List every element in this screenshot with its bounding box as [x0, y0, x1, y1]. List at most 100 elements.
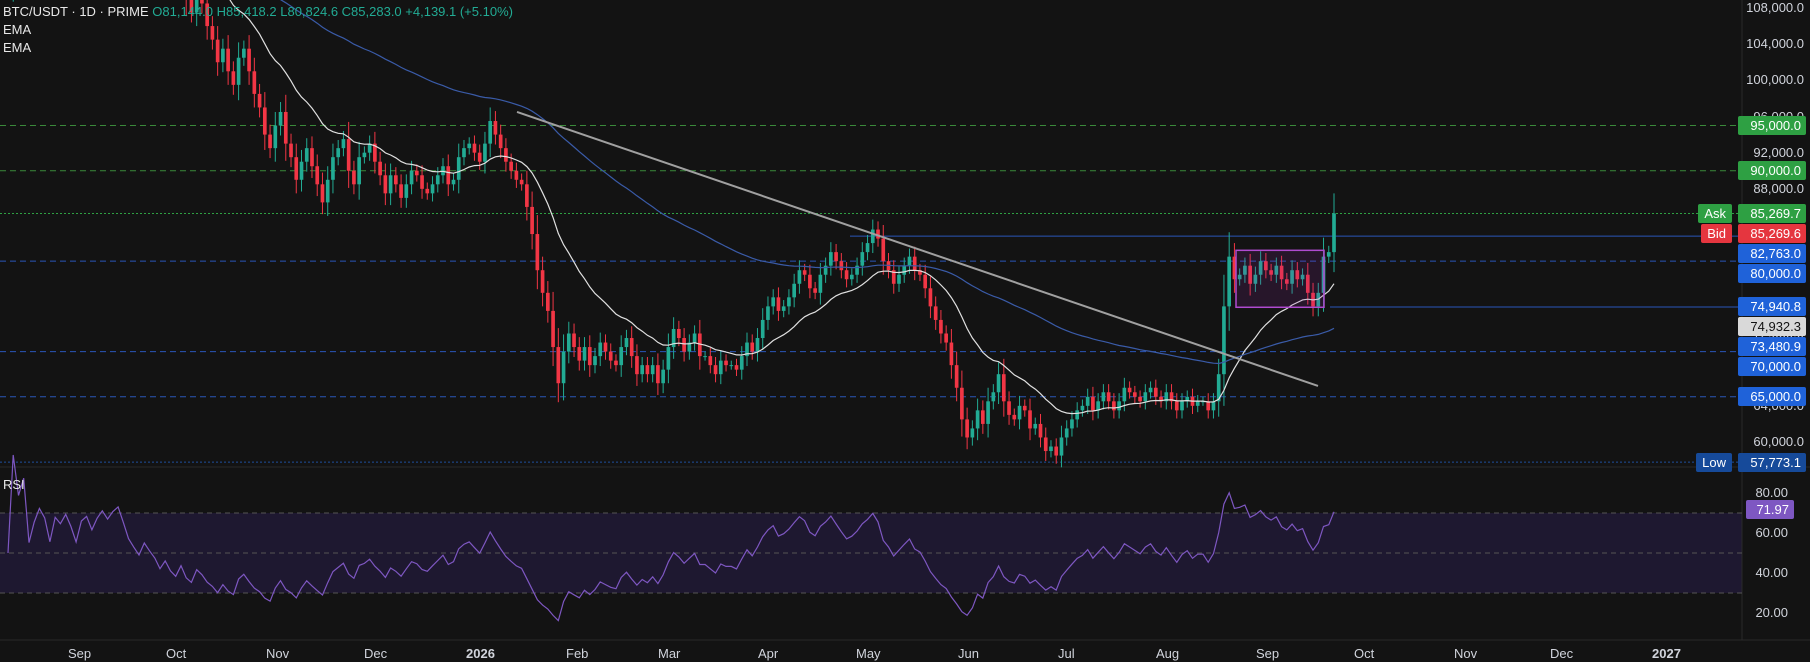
- candle-body: [787, 297, 791, 307]
- candle-body: [226, 48, 230, 72]
- candle-body: [414, 170, 419, 176]
- ask-tag: Ask: [1698, 204, 1732, 224]
- rsi-axis-label: 80.00: [1755, 485, 1788, 500]
- candle-body: [352, 170, 356, 185]
- candle-body: [923, 274, 928, 289]
- candle-body: [944, 333, 948, 343]
- candle-body: [724, 360, 728, 366]
- candle-body: [1138, 396, 1142, 402]
- candle-body: [325, 179, 330, 203]
- time-axis-label: Nov: [266, 646, 290, 661]
- candle-body: [294, 157, 299, 180]
- price-label-852697: 85,269.7: [1738, 204, 1806, 224]
- candle-body: [781, 306, 786, 311]
- candle-body: [1133, 392, 1137, 397]
- candle-body: [760, 319, 765, 339]
- candle-body: [519, 179, 524, 185]
- candle-body: [268, 134, 272, 149]
- price-label-800000: 80,000.0: [1738, 264, 1806, 284]
- candle-body: [1332, 213, 1336, 253]
- candle-body: [844, 270, 849, 280]
- candle-body: [1216, 374, 1221, 402]
- ema-slow-line: [279, 0, 1335, 365]
- candle-body: [608, 351, 613, 361]
- candle-body: [577, 347, 582, 361]
- candle-body: [708, 356, 713, 366]
- candle-body: [912, 256, 917, 271]
- time-axis-label: Jul: [1058, 646, 1075, 661]
- chart-legend: BTC/USDT · 1D · PRIME O81,144.0 H85,418.…: [3, 3, 513, 57]
- ema-fast-label[interactable]: EMA: [3, 22, 32, 37]
- candle-body: [818, 274, 823, 293]
- candle-body: [876, 229, 880, 239]
- candle-body: [1085, 396, 1090, 406]
- candle-body: [200, 0, 204, 4]
- candle-body: [535, 234, 540, 271]
- candle-body: [1305, 274, 1310, 293]
- candle-body: [247, 48, 251, 72]
- symbol-label[interactable]: BTC/USDT · 1D · PRIME: [3, 4, 149, 19]
- candle-body: [808, 274, 812, 289]
- price-label-950000: 95,000.0: [1738, 116, 1806, 136]
- candle-body: [420, 175, 424, 189]
- candle-body: [310, 148, 314, 167]
- candle-body: [975, 410, 980, 429]
- candle-body: [409, 170, 414, 185]
- candle-body: [1153, 387, 1158, 397]
- candle-body: [614, 360, 618, 366]
- candle-body: [640, 365, 645, 375]
- candle-body: [849, 274, 854, 280]
- candle-body: [1284, 279, 1289, 284]
- candle-body: [189, 0, 194, 13]
- price-axis-label: 108,000.0: [1746, 0, 1804, 15]
- candle-body: [346, 139, 351, 171]
- candle-body: [776, 297, 781, 311]
- price-label-852696: 85,269.6: [1738, 224, 1806, 244]
- candle-body: [996, 374, 1001, 393]
- price-axis-label: 92,000.0: [1753, 144, 1804, 160]
- rsi-pane-label[interactable]: RSI: [3, 477, 25, 492]
- candle-body: [1195, 401, 1200, 406]
- candle-body: [257, 93, 262, 108]
- candle-body: [666, 347, 671, 370]
- candle-body: [572, 333, 576, 348]
- candle-body: [834, 252, 838, 262]
- symbol-ohlc-row: BTC/USDT · 1D · PRIME O81,144.0 H85,418.…: [3, 3, 513, 21]
- low-tag: Low: [1696, 452, 1732, 472]
- rsi-current-value: 71.97: [1746, 499, 1794, 519]
- rsi-axis-label: 20.00: [1755, 605, 1788, 620]
- rsi-axis-label: 40.00: [1755, 565, 1788, 580]
- time-axis-label: Sep: [1256, 646, 1280, 661]
- candle-body: [242, 48, 246, 58]
- candle-body: [729, 365, 734, 367]
- candle-body: [619, 347, 624, 366]
- price-label-900000: 90,000.0: [1738, 161, 1806, 181]
- candle-body: [1059, 437, 1064, 456]
- candle-body: [561, 351, 566, 384]
- candle-body: [1174, 401, 1179, 411]
- candle-body: [357, 157, 361, 185]
- ema-slow-label[interactable]: EMA: [3, 40, 32, 55]
- candle-body: [745, 342, 749, 357]
- price-label-749323: 74,932.3: [1738, 317, 1806, 337]
- candle-body: [262, 107, 267, 135]
- candle-body: [986, 401, 990, 424]
- time-axis-label: Apr: [758, 646, 779, 661]
- candle-body: [540, 270, 545, 293]
- candle-body: [671, 328, 676, 348]
- candle-body: [1033, 423, 1038, 429]
- candle-body: [331, 157, 335, 180]
- candle-body: [755, 338, 760, 352]
- candle-body: [530, 206, 534, 235]
- candle-body: [446, 166, 451, 185]
- candle-body: [1091, 396, 1095, 411]
- candle-body: [215, 39, 220, 63]
- candle-body: [771, 297, 776, 307]
- candle-body: [394, 175, 398, 185]
- candle-body: [907, 256, 912, 266]
- candle-body: [273, 125, 278, 149]
- price-label-700000: 70,000.0: [1738, 357, 1806, 377]
- candle-body: [1064, 428, 1069, 438]
- candle-body: [221, 48, 225, 63]
